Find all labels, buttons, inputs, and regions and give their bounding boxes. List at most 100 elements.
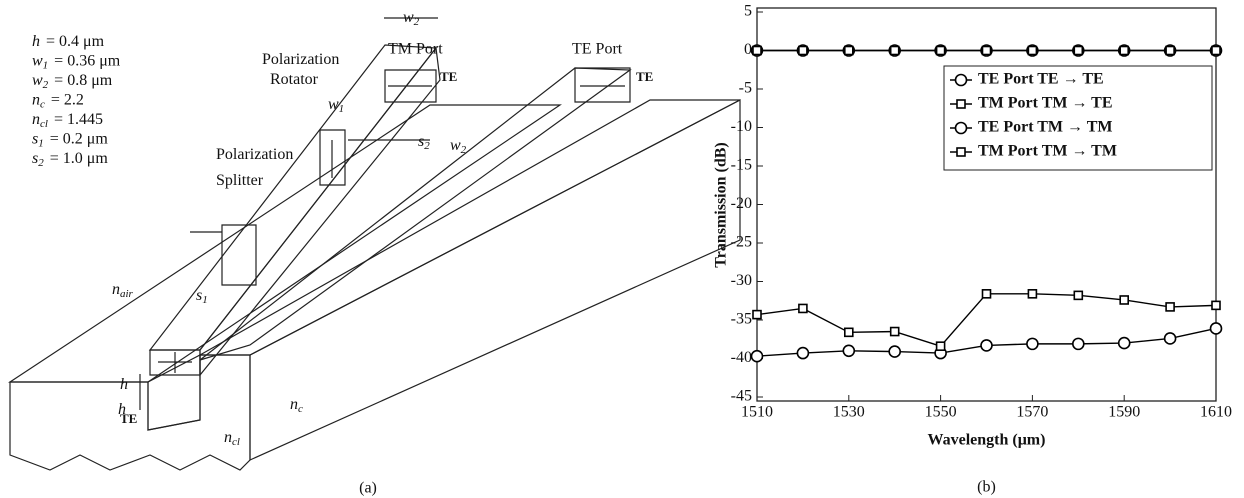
mode-label: TE bbox=[636, 69, 653, 84]
subscript: 1 bbox=[38, 137, 44, 149]
marker bbox=[842, 344, 856, 358]
marker bbox=[1119, 295, 1129, 305]
marker bbox=[889, 45, 900, 56]
marker bbox=[1027, 289, 1038, 299]
marker bbox=[752, 309, 762, 320]
y-tick-label: -45 bbox=[731, 388, 752, 405]
marker bbox=[798, 45, 808, 56]
marker bbox=[752, 45, 762, 56]
splitter-label: Polarization Splitter bbox=[216, 146, 293, 189]
symbol: n bbox=[224, 429, 232, 446]
symbol-label: nc bbox=[290, 396, 303, 415]
legend-label: TE Port TM → TM bbox=[978, 119, 1113, 136]
marker bbox=[750, 349, 764, 363]
marker bbox=[843, 45, 854, 56]
legend-marker bbox=[954, 121, 968, 135]
y-tick-label: -30 bbox=[731, 272, 752, 289]
tm-port-box bbox=[384, 69, 437, 103]
value: = 1.0 μm bbox=[50, 150, 109, 167]
y-tick-label: -35 bbox=[731, 311, 752, 328]
symbol-label: w1 bbox=[328, 96, 344, 115]
marker bbox=[796, 346, 810, 360]
symbol-label: w2 bbox=[450, 137, 467, 156]
symbol: s bbox=[32, 130, 38, 147]
marker bbox=[1163, 332, 1177, 345]
symbol-label: h bbox=[118, 401, 126, 418]
marker bbox=[1119, 45, 1129, 56]
subscript: 1 bbox=[339, 103, 345, 115]
y-tick-label: -20 bbox=[731, 195, 752, 212]
tm-arm-side bbox=[199, 46, 441, 377]
value: = 2.2 bbox=[51, 91, 84, 108]
mode-label: TE bbox=[120, 411, 137, 426]
value: = 0.36 μm bbox=[54, 52, 121, 69]
step-face bbox=[147, 354, 201, 431]
parameter: s2 = 1.0 μm bbox=[32, 150, 108, 169]
symbol: w bbox=[403, 9, 414, 26]
y-tick-label: 0 bbox=[744, 41, 752, 58]
marker bbox=[1073, 290, 1084, 301]
subscript: 1 bbox=[202, 294, 208, 306]
x-tick-label: 1590 bbox=[1108, 404, 1140, 421]
value: = 0.4 μm bbox=[46, 33, 105, 50]
subscript: 1 bbox=[43, 59, 49, 71]
marker bbox=[1072, 337, 1085, 351]
value: = 1.445 bbox=[54, 111, 103, 128]
subscript: 2 bbox=[461, 144, 467, 156]
symbol-label: nair bbox=[112, 281, 134, 300]
symbol: s bbox=[196, 287, 202, 304]
x-axis-label: Wavelength (μm) bbox=[928, 432, 1046, 449]
subscript: 2 bbox=[38, 157, 44, 169]
symbol: n bbox=[32, 91, 40, 108]
rotator-label: Polarization Rotator bbox=[262, 51, 339, 88]
parameter: w2 = 0.8 μm bbox=[32, 72, 113, 91]
subscript: 2 bbox=[414, 16, 420, 28]
legend-box bbox=[943, 65, 1213, 171]
te-port-box bbox=[574, 67, 631, 103]
marker bbox=[1211, 45, 1221, 56]
symbol: n bbox=[290, 396, 298, 413]
marker bbox=[1117, 336, 1131, 350]
marker bbox=[888, 345, 902, 358]
subscript: 2 bbox=[43, 79, 49, 91]
marker bbox=[1165, 45, 1175, 56]
label-line: Polarization bbox=[262, 51, 339, 68]
marker bbox=[981, 45, 992, 56]
y-tick-label: -15 bbox=[731, 157, 752, 174]
caption: (b) bbox=[977, 479, 996, 496]
symbol: h bbox=[120, 376, 128, 393]
subscript: c bbox=[298, 403, 303, 415]
x-tick-label: 1510 bbox=[741, 404, 773, 421]
legend-label: TM Port TM → TE bbox=[978, 95, 1113, 112]
symbol: w bbox=[32, 52, 43, 69]
label-line: Splitter bbox=[216, 172, 264, 189]
parameter: s1 = 0.2 μm bbox=[32, 130, 108, 149]
marker bbox=[1209, 322, 1223, 335]
symbol: n bbox=[112, 281, 120, 298]
value: = 0.8 μm bbox=[54, 72, 113, 89]
x-tick-label: 1610 bbox=[1200, 404, 1232, 421]
splitter-box bbox=[221, 224, 257, 286]
parameter: nc = 2.2 bbox=[32, 91, 84, 110]
slab-side bbox=[249, 99, 741, 461]
y-tick-label: 5 bbox=[744, 3, 752, 20]
symbol-label: h bbox=[120, 376, 128, 393]
rotator-box bbox=[319, 129, 346, 186]
marker bbox=[935, 341, 946, 351]
symbol: w bbox=[32, 72, 43, 89]
marker bbox=[798, 303, 808, 314]
y-tick-label: -10 bbox=[731, 118, 752, 135]
te-port-label: TE Port bbox=[572, 41, 623, 58]
value: = 0.2 μm bbox=[50, 130, 109, 147]
subscript: 2 bbox=[424, 140, 430, 152]
parameter: w1 = 0.36 μm bbox=[32, 52, 121, 71]
y-tick-label: -40 bbox=[731, 349, 752, 366]
tm-port-label: TM Port bbox=[388, 41, 443, 58]
mode-label: TE bbox=[440, 69, 457, 84]
legend-marker bbox=[956, 99, 966, 109]
substrate-front bbox=[9, 354, 251, 471]
symbol: s bbox=[418, 133, 424, 150]
symbol-label: s1 bbox=[196, 287, 208, 306]
legend-marker bbox=[956, 147, 966, 157]
